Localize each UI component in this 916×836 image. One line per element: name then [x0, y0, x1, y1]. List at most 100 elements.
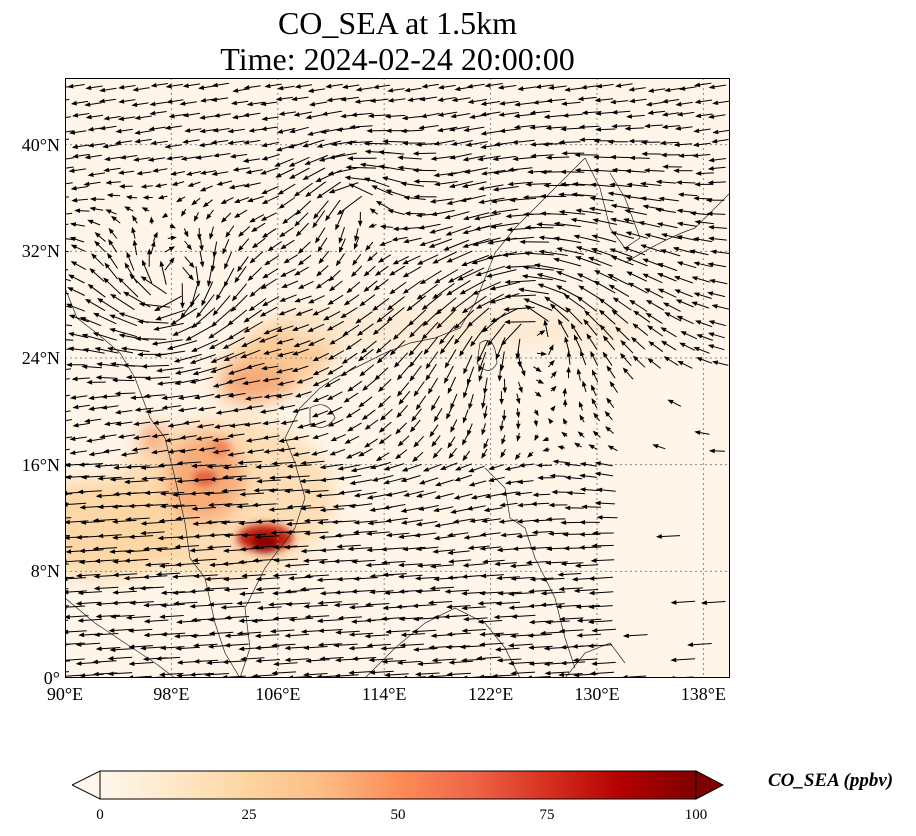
wind-arrowhead [123, 291, 130, 297]
wind-arrowhead [476, 655, 483, 661]
wind-arrowhead [652, 444, 659, 449]
wind-vectors [65, 82, 730, 678]
wind-arrowhead [409, 426, 416, 433]
wind-arrowhead [591, 628, 598, 633]
wind-arrowhead [83, 181, 90, 187]
wind-arrowhead [260, 216, 267, 221]
wind-arrowhead [272, 616, 279, 621]
wind-arrowhead [517, 86, 524, 91]
wind-arrow [65, 305, 73, 309]
wind-arrowhead [709, 278, 716, 284]
coast-mainland [65, 287, 241, 678]
wind-arrow [524, 298, 553, 311]
wind-arrowhead [611, 123, 618, 129]
wind-arrowhead [144, 562, 151, 567]
wind-arrowhead [712, 129, 719, 135]
wind-arrowhead [252, 544, 259, 550]
wind-arrowhead [453, 338, 460, 345]
wind-arrowhead [540, 211, 547, 216]
wind-arrowhead [317, 642, 324, 648]
wind-arrowhead [622, 633, 629, 639]
wind-arrow [65, 448, 70, 451]
wind-arrowhead [152, 420, 159, 425]
wind-arrowhead [367, 113, 374, 119]
wind-arrowhead [131, 215, 138, 222]
wind-arrowhead [337, 465, 344, 471]
wind-arrowhead [267, 602, 274, 607]
wind-arrowhead [184, 128, 191, 133]
wind-arrowhead [661, 124, 668, 130]
wind-arrowhead [412, 603, 419, 609]
wind-arrowhead [212, 153, 220, 158]
wind-arrowhead [307, 327, 314, 332]
wind-arrowhead [242, 158, 249, 163]
wind-arrowhead [127, 628, 134, 633]
wind-arrowhead [587, 256, 595, 262]
wind-arrowhead [376, 357, 383, 364]
wind-arrowhead [397, 165, 404, 171]
wind-arrowhead [375, 200, 382, 206]
wind-arrowhead [706, 211, 713, 217]
wind-arrowhead [594, 500, 601, 506]
wind-arrowhead [336, 544, 343, 549]
wind-arrowhead [551, 370, 557, 377]
wind-arrowhead [676, 111, 683, 117]
wind-arrowhead [118, 84, 125, 90]
wind-arrowhead [570, 323, 576, 330]
wind-arrowhead [210, 368, 217, 373]
wind-arrow [65, 98, 70, 101]
wind-arrowhead [591, 384, 596, 391]
wind-arrowhead [209, 562, 216, 568]
wind-arrowhead [167, 423, 174, 428]
wind-arrowhead [84, 102, 91, 107]
wind-arrowhead [150, 82, 157, 88]
wind-arrowhead [578, 532, 585, 537]
wind-arrow [505, 280, 536, 283]
wind-arrowhead [340, 96, 347, 102]
wind-arrowhead [471, 259, 478, 265]
wind-arrowhead [222, 344, 229, 350]
wind-arrowhead [278, 111, 285, 116]
wind-arrowhead [662, 164, 669, 170]
wind-arrowhead [253, 488, 260, 493]
wind-arrowhead [117, 434, 124, 439]
wind-arrowhead [461, 308, 469, 314]
wind-arrowhead [588, 576, 595, 581]
wind-arrowhead [69, 395, 77, 400]
wind-arrowhead [213, 113, 220, 118]
wind-arrowhead [594, 461, 601, 466]
wind-arrowhead [293, 342, 300, 348]
wind-arrowhead [420, 113, 427, 119]
wind-arrowhead [92, 518, 99, 523]
wind-arrowhead [185, 171, 193, 176]
wind-arrowhead [518, 386, 523, 394]
wind-arrowhead [252, 558, 259, 563]
wind-arrowhead [711, 304, 718, 309]
wind-arrowhead [465, 142, 472, 147]
wind-arrowhead [386, 316, 393, 322]
wind-arrowhead [578, 124, 585, 130]
wind-arrowhead [575, 604, 582, 610]
wind-arrowhead [189, 589, 196, 594]
wind-arrow [538, 283, 567, 295]
wind-arrow [65, 292, 69, 295]
wind-arrowhead [140, 184, 147, 189]
wind-arrowhead [468, 467, 475, 473]
wind-arrowhead [118, 312, 125, 317]
wind-arrowhead [432, 452, 439, 459]
wind-arrowhead [448, 126, 456, 132]
wind-arrowhead [574, 152, 580, 158]
wind-arrowhead [530, 501, 537, 507]
wind-arrowhead [120, 346, 127, 352]
wind-arrowhead [462, 229, 469, 235]
wind-arrowhead [611, 109, 618, 115]
wind-arrowhead [262, 301, 269, 307]
wind-arrowhead [303, 530, 310, 536]
wind-arrowhead [481, 452, 487, 459]
wind-arrowhead [109, 314, 116, 319]
wind-arrow [490, 281, 521, 290]
wind-arrowhead [396, 374, 403, 381]
wind-arrowhead [615, 83, 622, 88]
wind-arrow [65, 436, 73, 439]
wind-arrowhead [206, 280, 212, 287]
